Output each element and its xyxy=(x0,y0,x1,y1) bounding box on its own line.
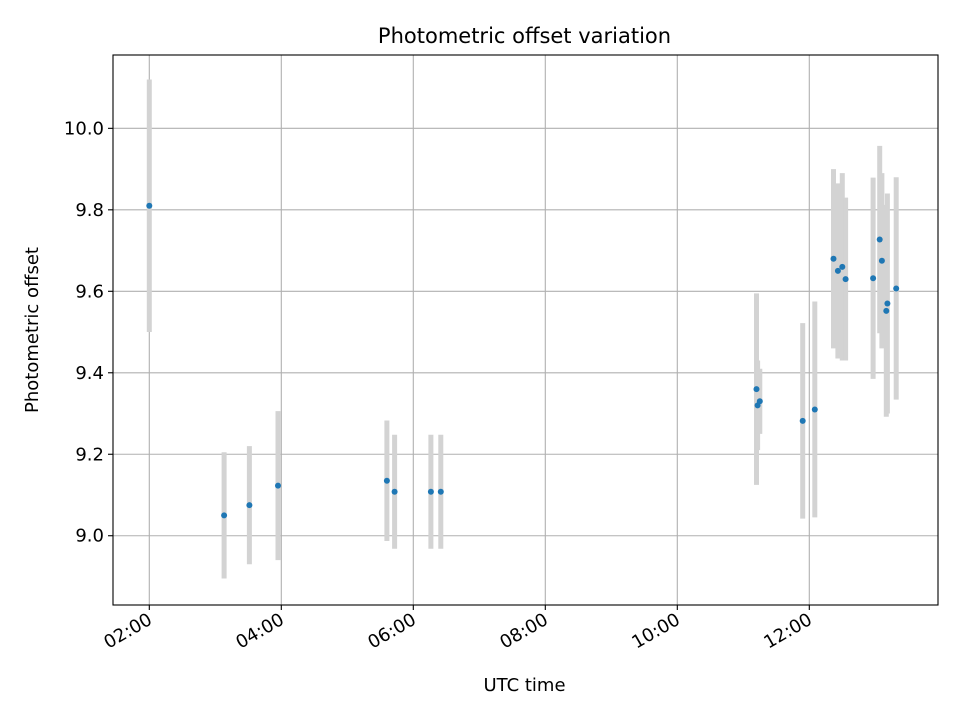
data-point xyxy=(842,276,849,283)
y-tick-label: 9.0 xyxy=(75,526,104,547)
x-axis: 02:00 04:00 06:00 08:00 10:00 12:00 xyxy=(100,605,816,653)
point-layer xyxy=(146,202,900,519)
y-tick-label: 9.8 xyxy=(75,200,104,221)
x-tick-label: 12:00 xyxy=(760,609,815,653)
data-point xyxy=(884,300,891,307)
x-tick-label: 10:00 xyxy=(628,609,683,653)
data-point xyxy=(878,257,885,264)
data-point xyxy=(830,255,837,262)
x-tick-label: 06:00 xyxy=(364,609,419,653)
data-point xyxy=(756,398,763,405)
y-tick-label: 9.6 xyxy=(75,281,104,302)
chart-title: Photometric offset variation xyxy=(378,24,671,48)
x-tick-label: 04:00 xyxy=(232,609,287,653)
y-axis-label: Photometric offset xyxy=(22,247,43,413)
data-point xyxy=(437,488,444,495)
y-tick-label: 9.2 xyxy=(75,444,104,465)
data-point xyxy=(799,417,806,424)
data-point xyxy=(893,285,900,292)
data-point xyxy=(753,386,760,393)
x-tick-label: 02:00 xyxy=(100,609,155,653)
y-axis: 9.0 9.2 9.4 9.6 9.8 10.0 xyxy=(64,118,113,547)
plot-frame xyxy=(112,54,939,606)
data-point xyxy=(146,202,153,209)
y-tick-label: 9.4 xyxy=(75,363,104,384)
data-point xyxy=(870,275,877,282)
data-point xyxy=(839,263,846,270)
data-point xyxy=(275,482,281,489)
y-tick-label: 10.0 xyxy=(64,118,104,139)
data-point xyxy=(391,488,398,495)
data-point xyxy=(876,236,883,243)
x-tick-label: 08:00 xyxy=(496,609,551,653)
errorbar-layer xyxy=(146,79,899,579)
data-point xyxy=(221,512,228,519)
x-axis-label: UTC time xyxy=(483,675,565,696)
data-point xyxy=(883,307,890,314)
data-point xyxy=(834,267,841,274)
data-point xyxy=(427,488,434,495)
data-point xyxy=(246,502,253,509)
data-point xyxy=(383,477,390,484)
data-point xyxy=(811,406,818,413)
